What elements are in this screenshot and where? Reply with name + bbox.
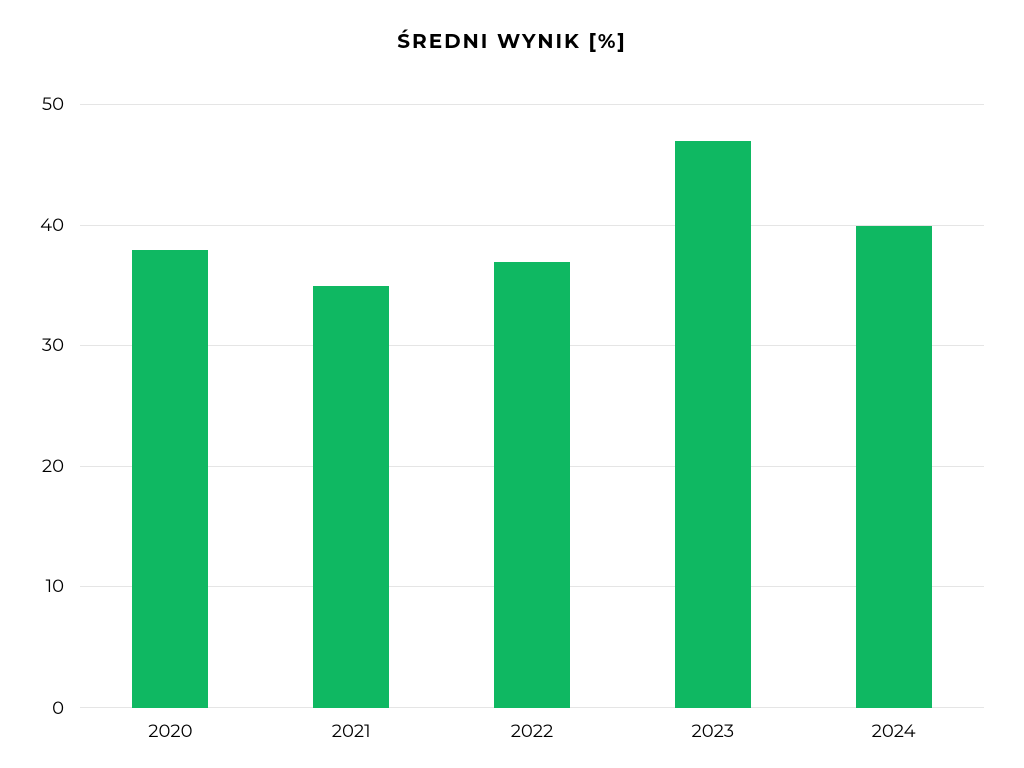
bar-slot: 2020 xyxy=(80,105,261,708)
y-tick-label: 50 xyxy=(42,93,80,115)
chart-title: ŚREDNI WYNIK [%] xyxy=(0,30,1024,54)
bar-2022 xyxy=(494,262,570,708)
y-tick-label: 30 xyxy=(42,334,80,356)
y-tick-label: 0 xyxy=(52,697,80,719)
bar-slot: 2024 xyxy=(803,105,984,708)
bar-slot: 2021 xyxy=(261,105,442,708)
bar-2023 xyxy=(675,141,751,708)
y-tick-label: 20 xyxy=(42,455,80,477)
x-tick-label: 2023 xyxy=(692,720,734,742)
bar-slot: 2023 xyxy=(622,105,803,708)
plot-area: 10 20 30 40 50 0 2020 2021 xyxy=(80,105,984,708)
x-tick-label: 2022 xyxy=(511,720,554,742)
bar-slot: 2022 xyxy=(442,105,623,708)
y-tick-label: 40 xyxy=(40,214,80,236)
bars-container: 2020 2021 2022 2023 2024 xyxy=(80,105,984,708)
y-tick-label: 10 xyxy=(46,575,80,597)
bar-2020 xyxy=(132,250,208,708)
x-tick-label: 2020 xyxy=(148,720,192,742)
average-score-bar-chart: ŚREDNI WYNIK [%] 10 20 30 40 50 0 2020 xyxy=(0,0,1024,768)
bar-2021 xyxy=(313,286,389,708)
x-tick-label: 2024 xyxy=(872,720,916,742)
bar-2024 xyxy=(856,226,932,708)
x-tick-label: 2021 xyxy=(332,720,371,742)
